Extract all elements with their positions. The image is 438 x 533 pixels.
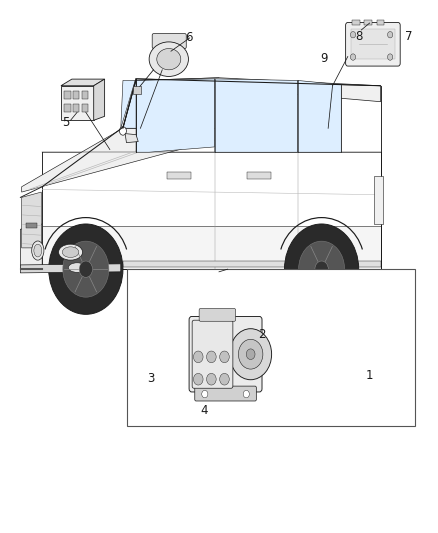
Polygon shape: [20, 264, 121, 273]
Circle shape: [350, 54, 356, 60]
Bar: [364, 20, 372, 25]
Ellipse shape: [59, 244, 82, 260]
Polygon shape: [136, 78, 381, 102]
Circle shape: [194, 351, 203, 363]
FancyBboxPatch shape: [152, 34, 186, 49]
Circle shape: [202, 390, 208, 398]
Polygon shape: [21, 192, 41, 248]
Polygon shape: [94, 79, 105, 120]
Bar: [247, 172, 272, 179]
Bar: [82, 91, 88, 99]
Circle shape: [350, 31, 356, 38]
Circle shape: [243, 390, 249, 398]
Polygon shape: [125, 134, 138, 143]
Text: 5: 5: [62, 117, 69, 130]
Circle shape: [299, 241, 345, 297]
Text: 6: 6: [185, 31, 192, 44]
Text: 4: 4: [200, 403, 208, 416]
Polygon shape: [61, 86, 94, 120]
FancyBboxPatch shape: [199, 309, 236, 321]
FancyBboxPatch shape: [192, 320, 233, 388]
Text: 1: 1: [366, 369, 373, 382]
Ellipse shape: [34, 244, 42, 257]
FancyBboxPatch shape: [189, 317, 262, 392]
Circle shape: [388, 54, 393, 60]
Circle shape: [285, 224, 359, 314]
Bar: [166, 172, 191, 179]
Polygon shape: [215, 79, 297, 152]
Bar: [351, 29, 395, 59]
FancyBboxPatch shape: [346, 22, 400, 66]
Ellipse shape: [62, 247, 79, 257]
Polygon shape: [61, 79, 105, 86]
Circle shape: [219, 351, 229, 363]
Polygon shape: [42, 226, 381, 269]
Bar: [73, 91, 79, 99]
Ellipse shape: [32, 241, 44, 260]
Circle shape: [207, 373, 216, 385]
Polygon shape: [136, 79, 215, 152]
Text: 9: 9: [320, 52, 328, 64]
Polygon shape: [123, 78, 219, 128]
Circle shape: [194, 373, 203, 385]
Polygon shape: [21, 128, 219, 192]
Circle shape: [219, 373, 229, 385]
Bar: [352, 20, 360, 25]
Bar: [374, 176, 383, 224]
Bar: [73, 104, 79, 112]
Circle shape: [120, 127, 127, 135]
Text: 7: 7: [405, 30, 413, 43]
Circle shape: [246, 349, 255, 360]
Bar: [82, 104, 88, 112]
Circle shape: [207, 351, 216, 363]
Circle shape: [63, 241, 109, 297]
Circle shape: [49, 224, 123, 314]
Bar: [127, 269, 416, 426]
Ellipse shape: [149, 42, 188, 76]
Circle shape: [230, 329, 272, 379]
Polygon shape: [123, 261, 381, 266]
Bar: [377, 20, 385, 25]
Text: 2: 2: [258, 328, 265, 341]
Circle shape: [79, 261, 92, 277]
Polygon shape: [20, 224, 42, 269]
Ellipse shape: [157, 49, 181, 70]
Bar: [133, 86, 141, 94]
Polygon shape: [297, 80, 341, 152]
Circle shape: [315, 261, 328, 277]
Circle shape: [388, 31, 393, 38]
Bar: [64, 104, 71, 112]
Polygon shape: [121, 80, 135, 128]
Circle shape: [238, 340, 263, 369]
Bar: [64, 91, 71, 99]
Ellipse shape: [68, 263, 86, 272]
Text: 3: 3: [148, 372, 155, 385]
FancyBboxPatch shape: [195, 386, 256, 401]
Text: 8: 8: [355, 30, 362, 43]
Bar: [26, 223, 37, 228]
